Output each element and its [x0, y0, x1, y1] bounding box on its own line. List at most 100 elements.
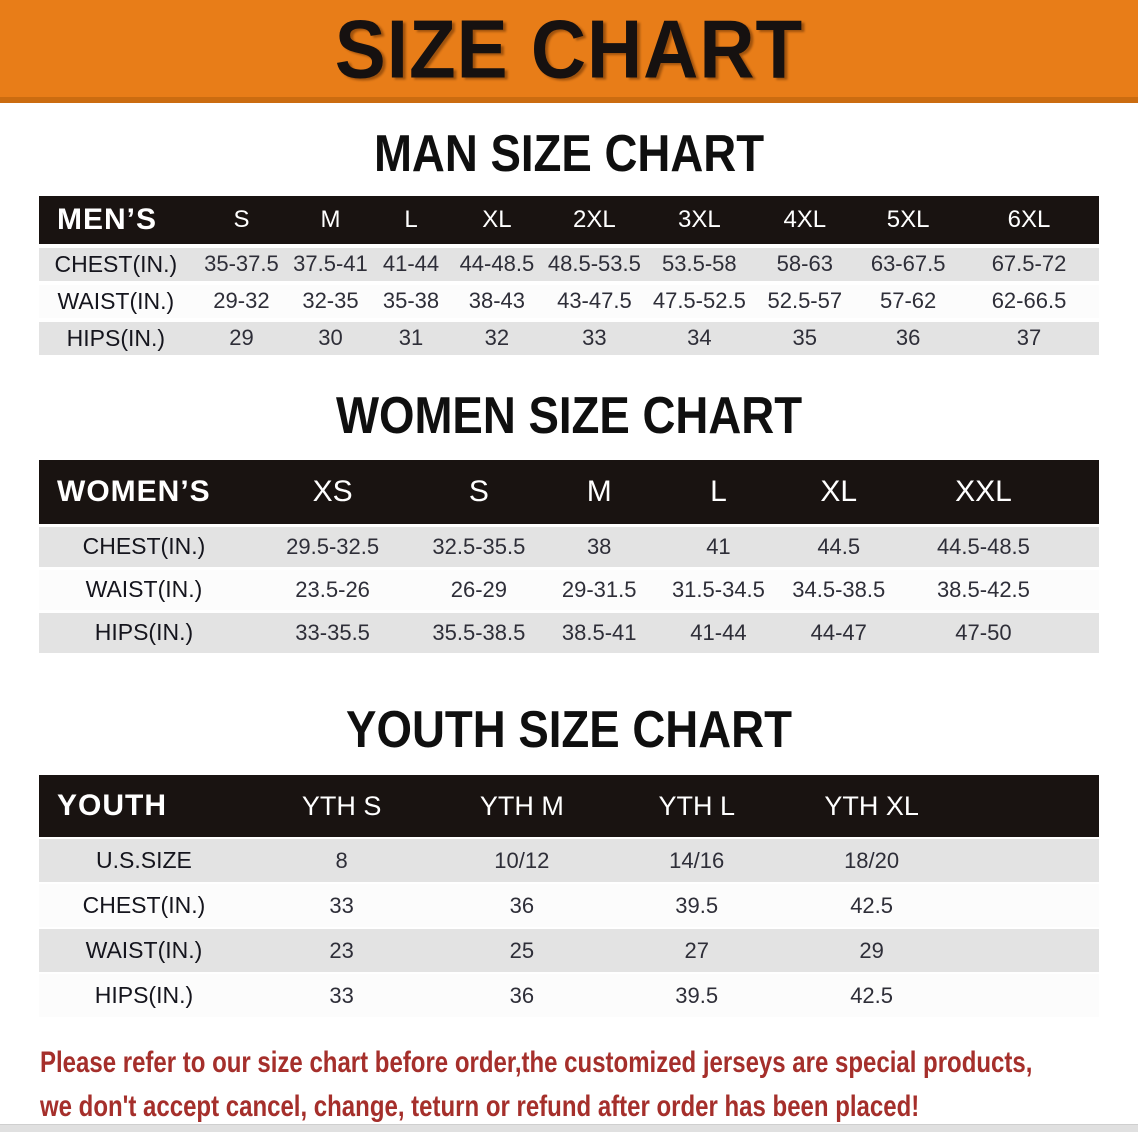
size-column-header: YTH M	[479, 790, 564, 821]
youth-size-table: YOUTH YTH S YTH M YTH L YTH XL U.S.SIZE 8 10/12…	[39, 775, 1099, 1018]
size-value-cell: 67.5-72	[991, 251, 1067, 277]
size-value-cell: 33	[329, 982, 354, 1008]
size-value-cell: 34	[687, 325, 712, 351]
size-value-cell: 29-31.5	[561, 576, 637, 602]
size-value-cell: 44.5-48.5	[936, 533, 1030, 559]
women-table-row: WAIST(IN.) 23.5-26 26-29 29-31.5 31.5-34.5 34…	[39, 569, 1099, 610]
size-value-cell: 35-37.5	[204, 251, 279, 277]
size-value-cell: 37	[1016, 325, 1042, 351]
size-value-cell: 33	[329, 892, 354, 918]
men-size-table: MEN’S S M L XL 2XL 3XL 4XL 5XL 6XL CHEST(IN.) 35-37…	[39, 195, 1099, 355]
men-table-row: HIPS(IN.) 29 30 31 32 33 34 35 36 37	[39, 321, 1099, 355]
size-value-cell: 18/20	[844, 847, 900, 873]
size-value-cell: 25	[509, 937, 535, 963]
size-value-cell: 44-47	[810, 619, 867, 645]
size-value-cell: 41	[706, 533, 731, 559]
row-label: CHEST(IN.)	[82, 533, 206, 560]
row-label: WAIST(IN.)	[57, 287, 175, 314]
youth-table-row: HIPS(IN.) 33 36 39.5 42.5	[39, 974, 1099, 1018]
size-value-cell: 23.5-26	[295, 576, 370, 602]
size-value-cell: 32	[484, 325, 510, 351]
size-value-cell: 39.5	[675, 892, 719, 918]
size-value-cell: 38-43	[468, 288, 526, 314]
row-label: CHEST(IN.)	[82, 892, 206, 919]
size-column-header: XS	[312, 474, 353, 508]
size-value-cell: 8	[335, 847, 348, 873]
row-label: WAIST(IN.)	[85, 937, 203, 964]
size-value-cell: 32.5-35.5	[432, 533, 526, 559]
banner-title: SIZE CHART	[334, 1, 804, 96]
men-section-heading: MAN SIZE CHART	[373, 125, 765, 184]
size-value-cell: 39.5	[675, 982, 719, 1008]
size-value-cell: 44-48.5	[459, 251, 535, 277]
youth-section-heading: YOUTH SIZE CHART	[346, 701, 792, 759]
row-label: WAIST(IN.)	[85, 576, 203, 603]
youth-table-row: U.S.SIZE 8 10/12 14/16 18/20	[39, 839, 1099, 883]
size-value-cell: 37.5-41	[293, 251, 368, 277]
size-value-cell: 29-32	[213, 288, 270, 314]
size-column-header: 5XL	[886, 205, 930, 233]
men-table-row: WAIST(IN.) 29-32 32-35 35-38 38-43 43-47.5 47.…	[39, 284, 1099, 318]
size-value-cell: 38.5-41	[561, 619, 637, 645]
youth-table-row: WAIST(IN.) 23 25 27 29	[39, 929, 1099, 973]
size-column-header: XXL	[955, 474, 1012, 508]
women-section-heading: WOMEN SIZE CHART	[335, 387, 803, 445]
size-value-cell: 53.5-58	[662, 251, 737, 277]
size-column-header: L	[710, 474, 727, 508]
women-table-header: WOMEN’S XS S M L XL XXL	[39, 459, 1099, 524]
size-value-cell: 48.5-53.5	[547, 251, 641, 277]
size-column-header: XL	[482, 205, 512, 233]
size-value-cell: 41-44	[382, 251, 440, 277]
youth-table-row: CHEST(IN.) 33 36 39.5 42.5	[39, 884, 1099, 928]
size-value-cell: 36	[509, 892, 535, 918]
size-value-cell: 63-67.5	[870, 251, 946, 277]
size-value-cell: 42.5	[850, 892, 894, 918]
size-value-cell: 44.5	[817, 533, 861, 559]
size-column-header: YTH XL	[824, 790, 919, 821]
men-table-header: MEN’S S M L XL 2XL 3XL 4XL 5XL 6XL	[39, 195, 1099, 244]
size-value-cell: 47-50	[955, 619, 1012, 645]
size-value-cell: 36	[509, 982, 535, 1008]
disclaimer: Please refer to our size chart before or…	[0, 1041, 1138, 1129]
women-table-row: HIPS(IN.) 33-35.5 35.5-38.5 38.5-41 41-44 44-…	[39, 612, 1099, 653]
size-value-cell: 29.5-32.5	[286, 533, 380, 559]
size-column-header: S	[233, 205, 250, 233]
size-value-cell: 30	[318, 325, 343, 351]
size-value-cell: 29	[859, 937, 884, 963]
women-size-table: WOMEN’S XS S M L XL XXL CHEST(IN.) 29.5-32.5 32.5…	[39, 459, 1099, 653]
women-table-row: CHEST(IN.) 29.5-32.5 32.5-35.5 38 41 44.5 44.5…	[39, 526, 1099, 567]
row-label: CHEST(IN.)	[54, 250, 178, 277]
size-value-cell: 34.5-38.5	[792, 576, 886, 602]
size-value-cell: 43-47.5	[557, 288, 632, 314]
disclaimer-line-2: we don't accept cancel, change, teturn o…	[40, 1090, 920, 1124]
size-value-cell: 62-66.5	[991, 288, 1067, 314]
women-corner-label: WOMEN’S	[57, 474, 211, 508]
size-column-header: M	[320, 205, 341, 233]
size-value-cell: 31.5-34.5	[671, 576, 765, 602]
bottom-strip	[0, 1124, 1138, 1132]
size-column-header: YTH L	[658, 790, 735, 821]
size-column-header: M	[586, 474, 612, 508]
size-column-header: YTH S	[301, 790, 382, 821]
men-table-row: CHEST(IN.) 35-37.5 37.5-41 41-44 44-48.5 48.5…	[39, 247, 1099, 281]
size-column-header: 4XL	[783, 205, 827, 233]
size-value-cell: 32-35	[302, 288, 359, 314]
size-column-header: 2XL	[573, 205, 616, 233]
size-value-cell: 47.5-52.5	[652, 288, 746, 314]
disclaimer-line-1: Please refer to our size chart before or…	[40, 1046, 1033, 1080]
row-label: HIPS(IN.)	[94, 619, 194, 646]
row-label: HIPS(IN.)	[94, 982, 194, 1009]
size-value-cell: 57-62	[880, 288, 937, 314]
size-column-header: XL	[820, 474, 858, 508]
size-value-cell: 35	[792, 325, 818, 351]
size-value-cell: 27	[684, 937, 709, 963]
size-value-cell: 41-44	[690, 619, 747, 645]
size-value-cell: 33	[582, 325, 607, 351]
size-value-cell: 58-63	[776, 251, 833, 277]
men-corner-label: MEN’S	[57, 202, 158, 236]
size-value-cell: 23	[329, 937, 354, 963]
size-value-cell: 14/16	[669, 847, 725, 873]
youth-table-header: YOUTH YTH S YTH M YTH L YTH XL	[39, 775, 1099, 838]
size-value-cell: 52.5-57	[767, 288, 843, 314]
size-value-cell: 33-35.5	[295, 619, 370, 645]
